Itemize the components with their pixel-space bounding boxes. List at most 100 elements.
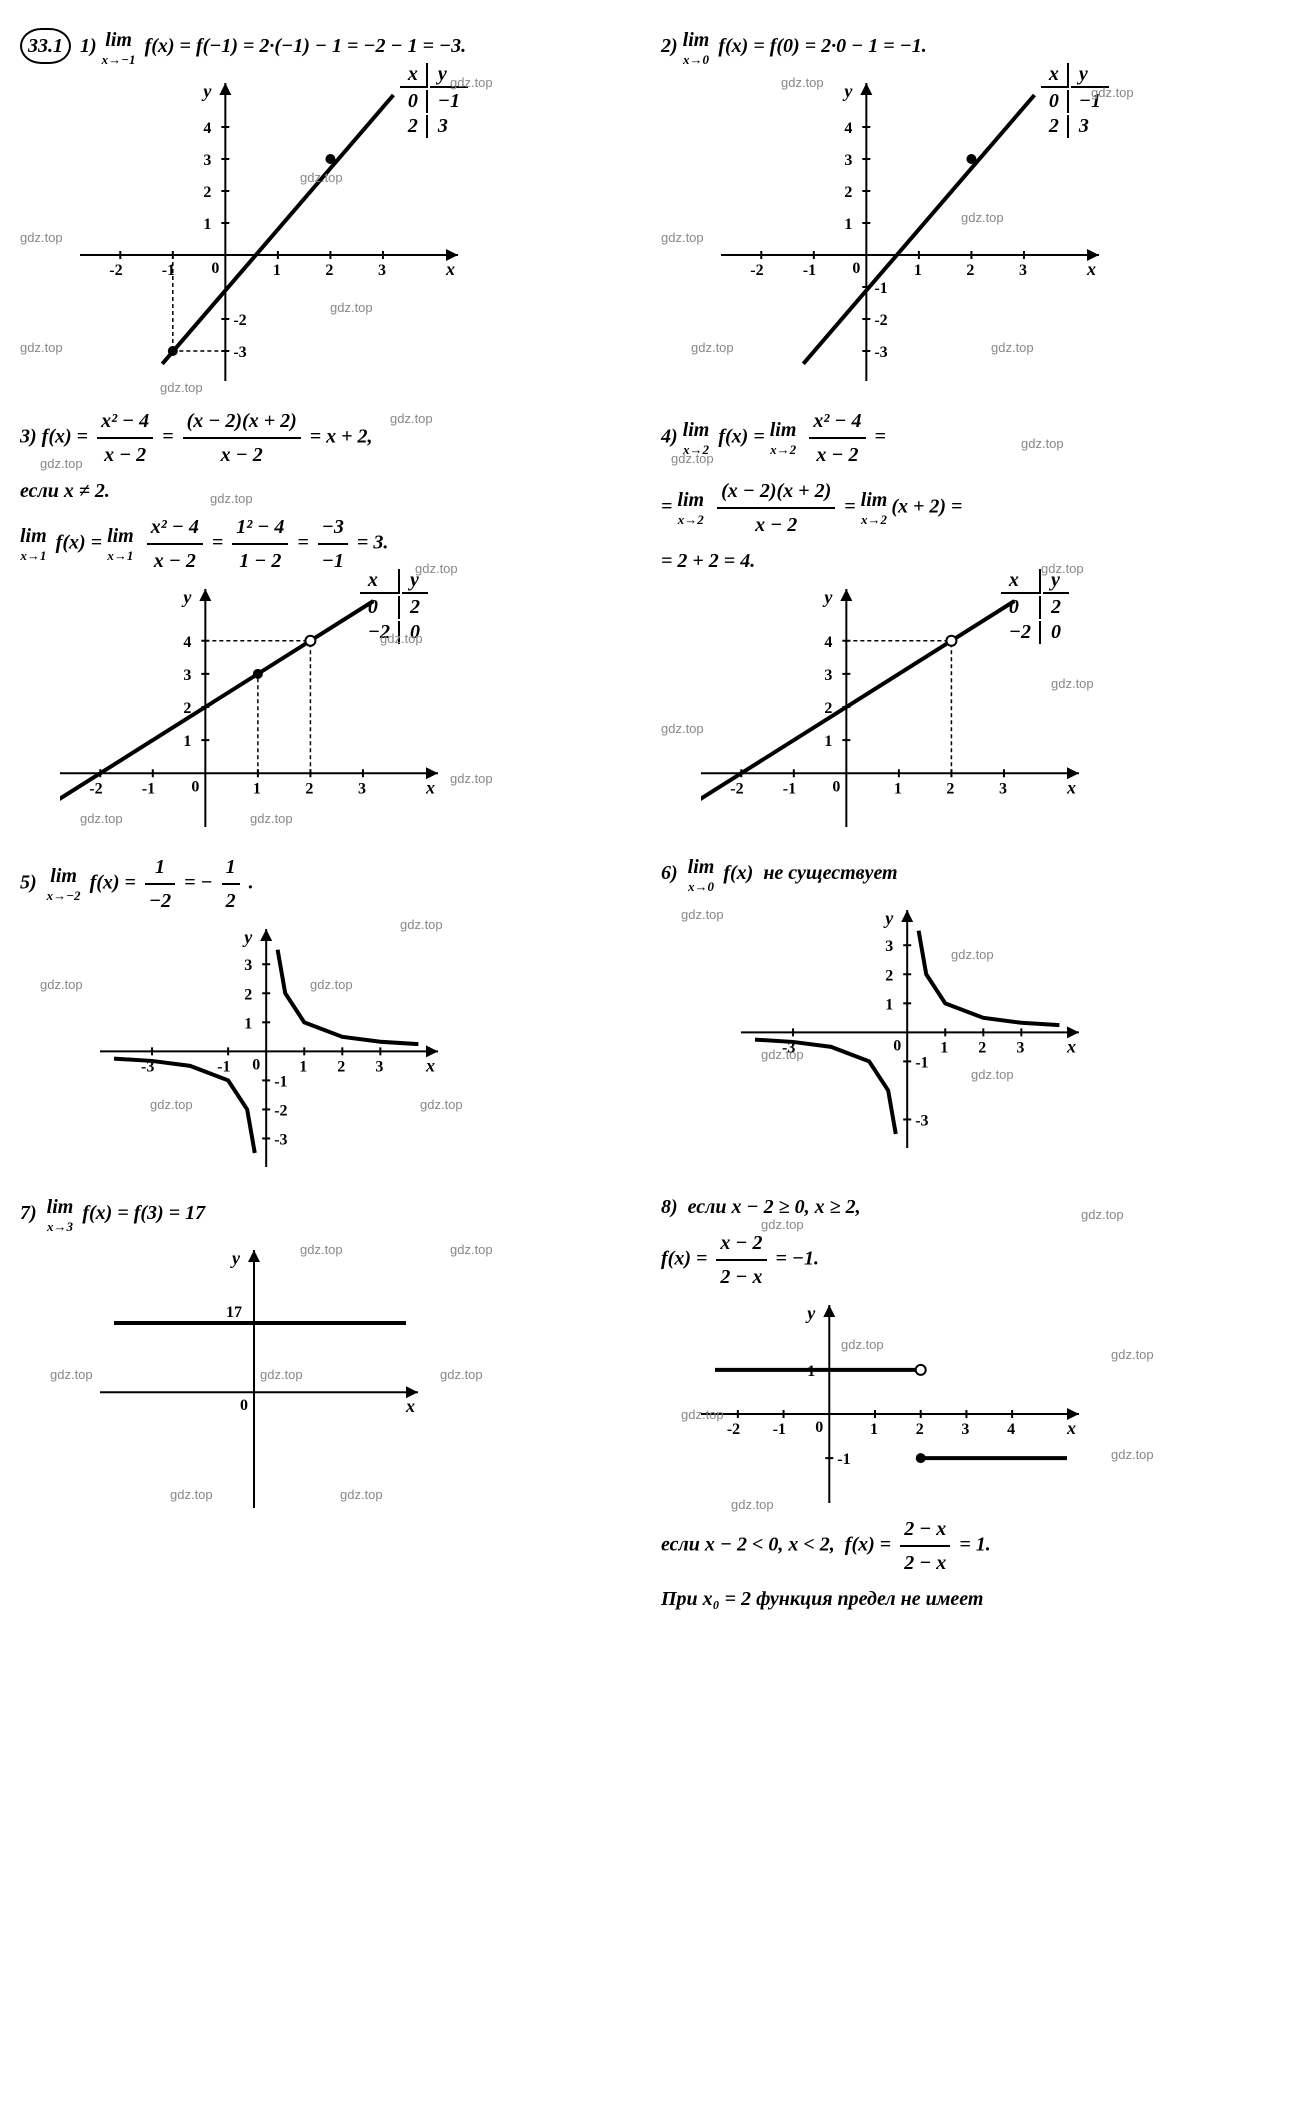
- problem-2: 2) limx→0 f(x) = f(0) = 2·0 − 1 = −1. xy…: [661, 20, 1272, 391]
- svg-text:1: 1: [885, 996, 893, 1013]
- svg-text:3: 3: [244, 957, 252, 974]
- svg-text:1: 1: [824, 733, 832, 750]
- svg-text:y: y: [883, 908, 894, 928]
- svg-text:y: y: [805, 1303, 816, 1323]
- eq-5: 5) limx→−2 f(x) = 1−2 = − 12 .: [20, 851, 631, 917]
- watermark: gdz.top: [20, 230, 63, 245]
- p5-label: 5): [20, 871, 37, 893]
- eq-4a: 4) limx→2 f(x) = limx→2 x² − 4x − 2 =: [661, 405, 1272, 471]
- table-2: xy 0−1 23: [1039, 61, 1111, 140]
- svg-text:0: 0: [240, 1397, 248, 1414]
- watermark: gdz.top: [50, 1367, 93, 1382]
- svg-text:1: 1: [914, 262, 922, 279]
- svg-text:1: 1: [183, 733, 191, 750]
- svg-text:3: 3: [824, 667, 832, 684]
- eq-8c: если x − 2 < 0, x < 2, f(x) = 2 − x2 − x…: [661, 1513, 1272, 1579]
- table-4: xy 02 −20: [999, 567, 1071, 646]
- svg-text:1: 1: [273, 262, 281, 279]
- svg-text:0: 0: [252, 1056, 260, 1073]
- watermark: gdz.top: [1111, 1447, 1154, 1462]
- eq-1: 33.1 1) limx→−1 f(x) = f(−1) = 2·(−1) − …: [20, 24, 631, 71]
- svg-text:-3: -3: [233, 344, 246, 361]
- svg-text:2: 2: [916, 1421, 924, 1438]
- svg-text:0: 0: [815, 1419, 823, 1436]
- svg-text:3: 3: [203, 152, 211, 169]
- p2-eq-text: f(x) = f(0) = 2·0 − 1 = −1.: [718, 35, 926, 57]
- table-3: xy 02 −20: [358, 567, 430, 646]
- watermark: gdz.top: [661, 721, 704, 736]
- svg-text:-2: -2: [89, 780, 102, 797]
- svg-text:-2: -2: [727, 1421, 740, 1438]
- svg-text:4: 4: [824, 634, 832, 651]
- p1-limsub: x→−1: [102, 50, 136, 71]
- watermark: gdz.top: [440, 1367, 483, 1382]
- svg-text:-1: -1: [217, 1058, 230, 1075]
- svg-text:2: 2: [325, 262, 333, 279]
- svg-text:2: 2: [946, 780, 954, 797]
- svg-text:0: 0: [852, 260, 860, 277]
- svg-text:x: x: [445, 259, 455, 279]
- p4-label: 4): [661, 425, 678, 447]
- svg-text:4: 4: [183, 634, 191, 651]
- svg-text:y: y: [181, 587, 192, 607]
- svg-text:2: 2: [244, 986, 252, 1003]
- p6-label: 6): [661, 862, 678, 884]
- watermark: gdz.top: [450, 771, 493, 786]
- p1-label: 1): [80, 35, 97, 57]
- watermark: gdz.top: [1111, 1347, 1154, 1362]
- svg-text:0: 0: [211, 260, 219, 277]
- svg-text:1: 1: [203, 216, 211, 233]
- svg-text:2: 2: [978, 1039, 986, 1056]
- p2-label: 2): [661, 35, 678, 57]
- svg-text:x: x: [1086, 259, 1096, 279]
- svg-text:2: 2: [966, 262, 974, 279]
- svg-text:3: 3: [1019, 262, 1027, 279]
- badge: 33.1: [20, 28, 71, 64]
- p2-limsub: x→0: [683, 50, 710, 71]
- watermark: gdz.top: [681, 907, 724, 922]
- svg-text:1: 1: [253, 780, 261, 797]
- svg-text:1: 1: [940, 1039, 948, 1056]
- svg-text:-2: -2: [274, 1102, 287, 1119]
- eq-4b: = limx→2 (x − 2)(x + 2)x − 2 = limx→2(x …: [661, 475, 1272, 541]
- svg-text:1: 1: [894, 780, 902, 797]
- svg-text:3: 3: [844, 152, 852, 169]
- svg-text:3: 3: [378, 262, 386, 279]
- svg-text:-3: -3: [915, 1112, 928, 1129]
- svg-text:0: 0: [832, 778, 840, 795]
- svg-text:-2: -2: [109, 262, 122, 279]
- svg-text:x: x: [425, 777, 435, 797]
- eq-7: 7) limx→3 f(x) = f(3) = 17: [20, 1191, 631, 1238]
- svg-text:y: y: [201, 81, 212, 101]
- problem-8: 8) если x − 2 ≥ 0, x ≥ 2, f(x) = x − 22 …: [661, 1187, 1272, 1619]
- problem-1: 33.1 1) limx→−1 f(x) = f(−1) = 2·(−1) − …: [20, 20, 631, 391]
- watermark: gdz.top: [40, 977, 83, 992]
- svg-text:3: 3: [183, 667, 191, 684]
- svg-text:0: 0: [893, 1037, 901, 1054]
- svg-text:4: 4: [1007, 1421, 1015, 1438]
- svg-text:-1: -1: [274, 1073, 287, 1090]
- svg-text:2: 2: [885, 967, 893, 984]
- svg-text:-3: -3: [274, 1131, 287, 1148]
- eq-2: 2) limx→0 f(x) = f(0) = 2·0 − 1 = −1.: [661, 24, 1272, 71]
- svg-text:4: 4: [844, 120, 852, 137]
- svg-text:-1: -1: [773, 1421, 786, 1438]
- chart-7-wrap: xy017: [100, 1248, 420, 1508]
- svg-text:17: 17: [226, 1304, 242, 1321]
- problem-7: 7) limx→3 f(x) = f(3) = 17 xy017 gdz.top…: [20, 1187, 631, 1619]
- svg-text:1: 1: [844, 216, 852, 233]
- svg-text:0: 0: [191, 778, 199, 795]
- p3-lhs: f(x) =: [42, 425, 88, 447]
- svg-text:1: 1: [299, 1058, 307, 1075]
- svg-text:1: 1: [244, 1015, 252, 1032]
- svg-text:x: x: [1066, 777, 1076, 797]
- svg-text:y: y: [242, 927, 253, 947]
- svg-text:-2: -2: [874, 312, 887, 329]
- chart-6-wrap: xy0-3123-3-1123: [741, 908, 1081, 1148]
- problem-5: 5) limx→−2 f(x) = 1−2 = − 12 . xy0-3-112…: [20, 847, 631, 1177]
- svg-text:2: 2: [844, 184, 852, 201]
- p8-cond1: если x − 2 ≥ 0, x ≥ 2,: [688, 1196, 861, 1218]
- svg-text:-1: -1: [874, 280, 887, 297]
- svg-text:y: y: [230, 1248, 241, 1268]
- table-1: xy 0−1 23: [398, 61, 470, 140]
